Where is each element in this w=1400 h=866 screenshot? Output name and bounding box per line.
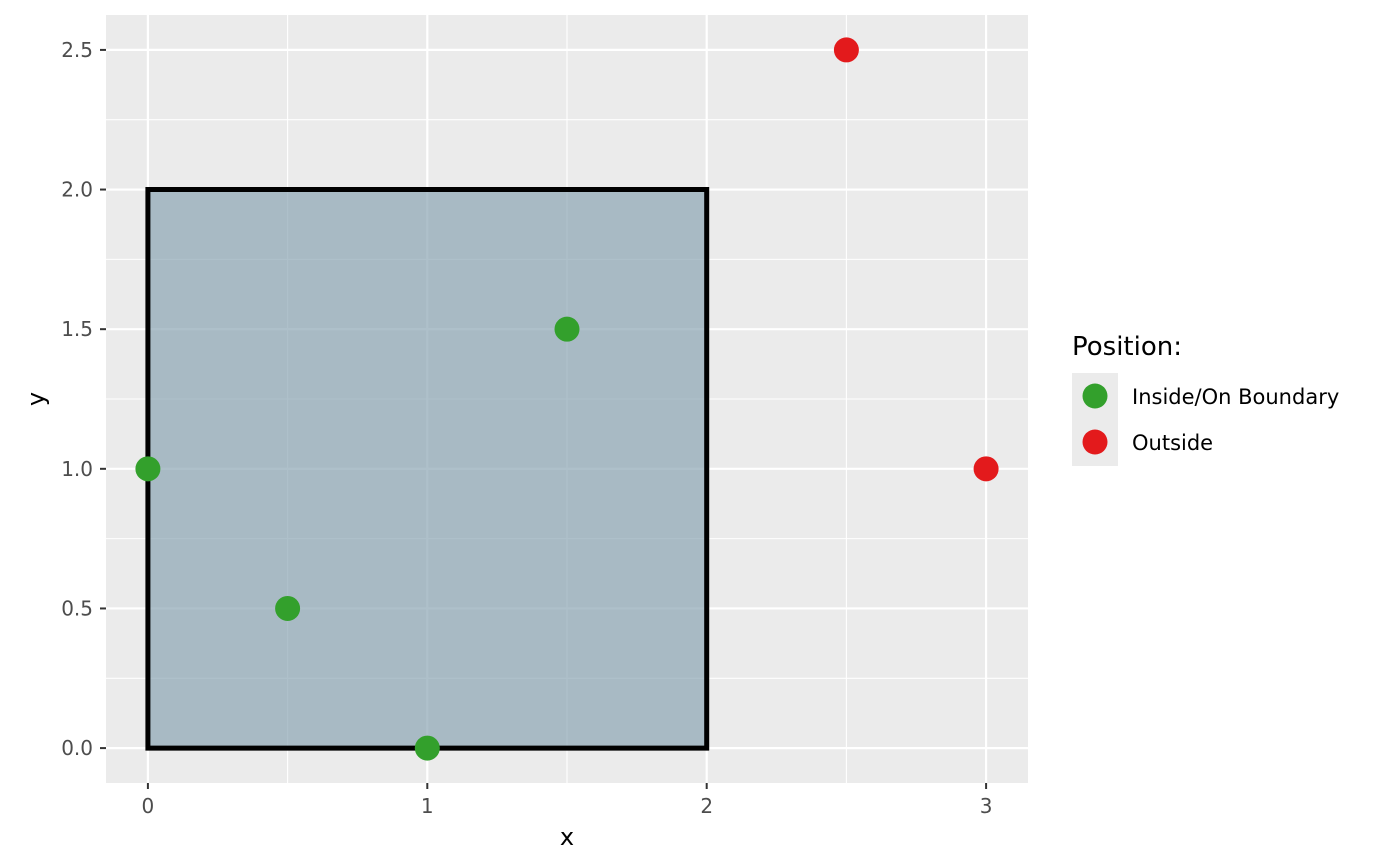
inside-point — [135, 456, 161, 482]
legend-key-outside — [1082, 429, 1108, 455]
legend-label-inside: Inside/On Boundary — [1132, 385, 1339, 409]
legend-title: Position: — [1072, 332, 1182, 362]
polygon-layer — [145, 187, 710, 751]
inside-point — [414, 735, 440, 761]
polygon-shape — [145, 187, 710, 751]
x-tick-label: 0 — [142, 794, 155, 818]
legend-key-inside — [1082, 383, 1108, 409]
legend-items: Inside/On Boundary Outside — [1082, 383, 1339, 455]
outside-point — [833, 37, 859, 63]
x-axis-title: x — [560, 823, 574, 851]
inside-point — [275, 595, 301, 621]
y-axis-title: y — [22, 392, 50, 406]
x-axis: 0 1 2 3 — [142, 783, 993, 818]
x-tick-label: 1 — [421, 794, 434, 818]
inside-point — [554, 316, 580, 342]
outside-point — [973, 456, 999, 482]
points-layer — [135, 37, 999, 761]
legend-label-outside: Outside — [1132, 431, 1213, 455]
x-tick-label: 3 — [980, 794, 993, 818]
y-tick-label: 1.5 — [61, 317, 93, 341]
y-tick-label: 2.5 — [61, 38, 93, 62]
y-tick-label: 0.0 — [61, 736, 93, 760]
y-tick-label: 0.5 — [61, 596, 93, 620]
y-axis: 0.0 0.5 1.0 1.5 2.0 2.5 — [61, 38, 106, 760]
y-tick-label: 1.0 — [61, 457, 93, 481]
x-tick-label: 2 — [700, 794, 713, 818]
y-tick-label: 2.0 — [61, 178, 93, 202]
legend: Position: Inside/On Boundary Outside — [1072, 332, 1339, 466]
